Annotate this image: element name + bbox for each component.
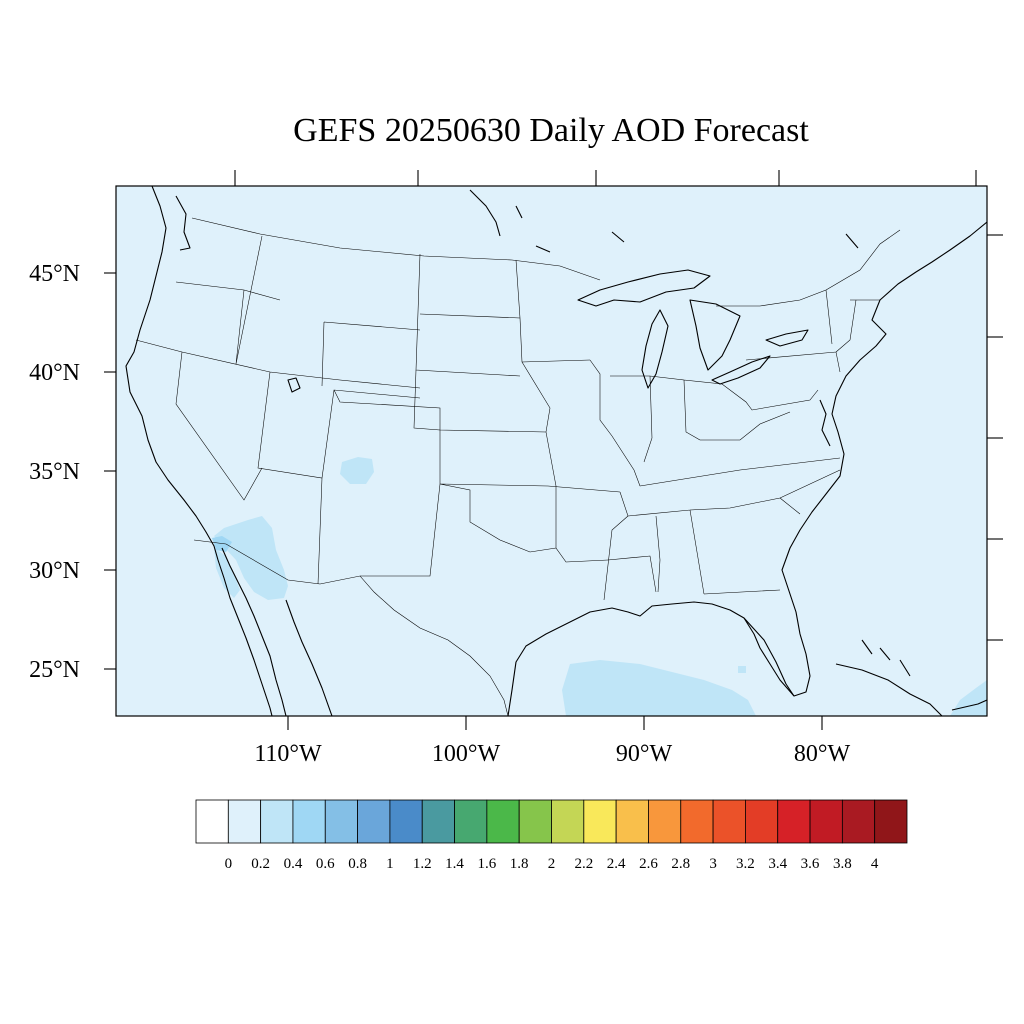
colorbar-label: 1.2 (413, 856, 432, 872)
coastlines (125, 186, 987, 716)
aod-patch-arizona (214, 516, 288, 600)
chesapeake-bay (819, 399, 831, 447)
lat-label: 45°N (29, 261, 80, 287)
lat-label: 30°N (29, 558, 80, 584)
lake-ontario (765, 329, 809, 347)
colorbar-label: 3.6 (801, 856, 820, 872)
colorbar-label: 0.4 (284, 856, 303, 872)
aod-patch-core (212, 536, 232, 552)
lake-erie (711, 355, 771, 385)
colorbar-swatch (777, 799, 811, 844)
aod-patches (212, 457, 987, 716)
map-title: GEFS 20250630 Daily AOD Forecast (293, 112, 809, 149)
colorbar-swatch (292, 799, 326, 844)
puget-sound (175, 195, 191, 251)
colorbar-label: 1.4 (445, 856, 464, 872)
boundaries (135, 217, 901, 716)
colorbar-label: 3.4 (768, 856, 787, 872)
lon-label: 100°W (432, 741, 501, 767)
colorbar-swatch (809, 799, 843, 844)
aod-patch-baja (214, 548, 240, 598)
florida-coast (743, 617, 795, 697)
colorbar-swatch (583, 799, 617, 844)
colorbar-label: 0.6 (316, 856, 335, 872)
mexico-border (193, 539, 509, 716)
colorbar-swatch (712, 799, 746, 844)
colorbar-swatch (874, 799, 908, 844)
colorbar-label: 2.2 (574, 856, 593, 872)
gulf-coastline (507, 221, 987, 716)
mexico-west-coast (285, 599, 333, 716)
colorbar-swatch (421, 799, 455, 844)
colorbar-swatch (841, 799, 876, 844)
pacific-coastline (125, 186, 273, 716)
colorbar-swatch (518, 799, 552, 844)
northern-lakes (469, 189, 859, 253)
map-background (116, 186, 987, 716)
lake-huron (689, 299, 741, 371)
colorbar-swatch (615, 799, 649, 844)
colorbar: 0 0.2 0.4 0.6 0.8 1 1.2 1.4 1.6 1.8 2 2.2 2.4 2.6 2.8 3… (195, 799, 908, 872)
lat-label: 35°N (29, 459, 80, 485)
colorbar-label: 1.8 (510, 856, 529, 872)
colorbar-label: 3.8 (833, 856, 852, 872)
lat-label: 40°N (29, 360, 80, 386)
lat-label: 25°N (29, 657, 80, 683)
state-lines-central (413, 259, 621, 563)
lake-superior (577, 269, 711, 307)
lon-label: 80°W (794, 741, 851, 767)
colorbar-swatch (486, 799, 520, 844)
aod-patch-gulf (562, 660, 756, 716)
canada-border (191, 217, 601, 281)
longitude-labels: 110°W 100°W 90°W 80°W (254, 741, 850, 767)
lon-label: 110°W (254, 741, 322, 767)
aod-patch-bahamas (950, 680, 987, 716)
great-salt-lake (287, 377, 301, 393)
map-frame (115, 185, 988, 717)
colorbar-label: 1.6 (477, 856, 496, 872)
lon-label: 90°W (616, 741, 673, 767)
colorbar-label: 2.4 (607, 856, 626, 872)
colorbar-label: 1 (386, 856, 394, 872)
colorbar-swatch (551, 799, 585, 844)
colorbar-swatch (357, 799, 391, 844)
colorbar-swatch (454, 799, 488, 844)
aod-patch-new-mexico (340, 457, 374, 484)
aod-patch-small (738, 666, 746, 673)
colorbar-label: 3.2 (736, 856, 755, 872)
gulf-of-california-coast (221, 547, 287, 716)
latitude-labels: 45°N 40°N 35°N 30°N 25°N (29, 261, 80, 683)
colorbar-label: 0.8 (348, 856, 367, 872)
colorbar-swatch (195, 799, 229, 844)
colorbar-label: 2 (548, 856, 556, 872)
colorbar-label: 4 (871, 856, 879, 872)
colorbar-swatch (648, 799, 682, 844)
state-lines-east (589, 289, 880, 601)
colorbar-swatch (260, 799, 294, 844)
colorbar-swatch (227, 799, 262, 844)
islands (861, 639, 987, 711)
cuba (835, 663, 943, 716)
colorbar-label: 3 (709, 856, 717, 872)
lake-michigan (641, 309, 669, 389)
colorbar-swatch (745, 799, 779, 844)
colorbar-label: 0.2 (251, 856, 270, 872)
colorbar-label: 0 (225, 856, 233, 872)
map-panel: 45°N 40°N 35°N 30°N 25°N 110°W 100°W 90°… (29, 170, 1003, 767)
colorbar-swatch (389, 799, 423, 844)
colorbar-label: 2.8 (671, 856, 690, 872)
axis-ticks (104, 170, 1003, 730)
colorbar-swatch (680, 799, 714, 844)
colorbar-swatch (324, 799, 358, 844)
state-lines-west (135, 235, 521, 585)
colorbar-label: 2.6 (639, 856, 658, 872)
